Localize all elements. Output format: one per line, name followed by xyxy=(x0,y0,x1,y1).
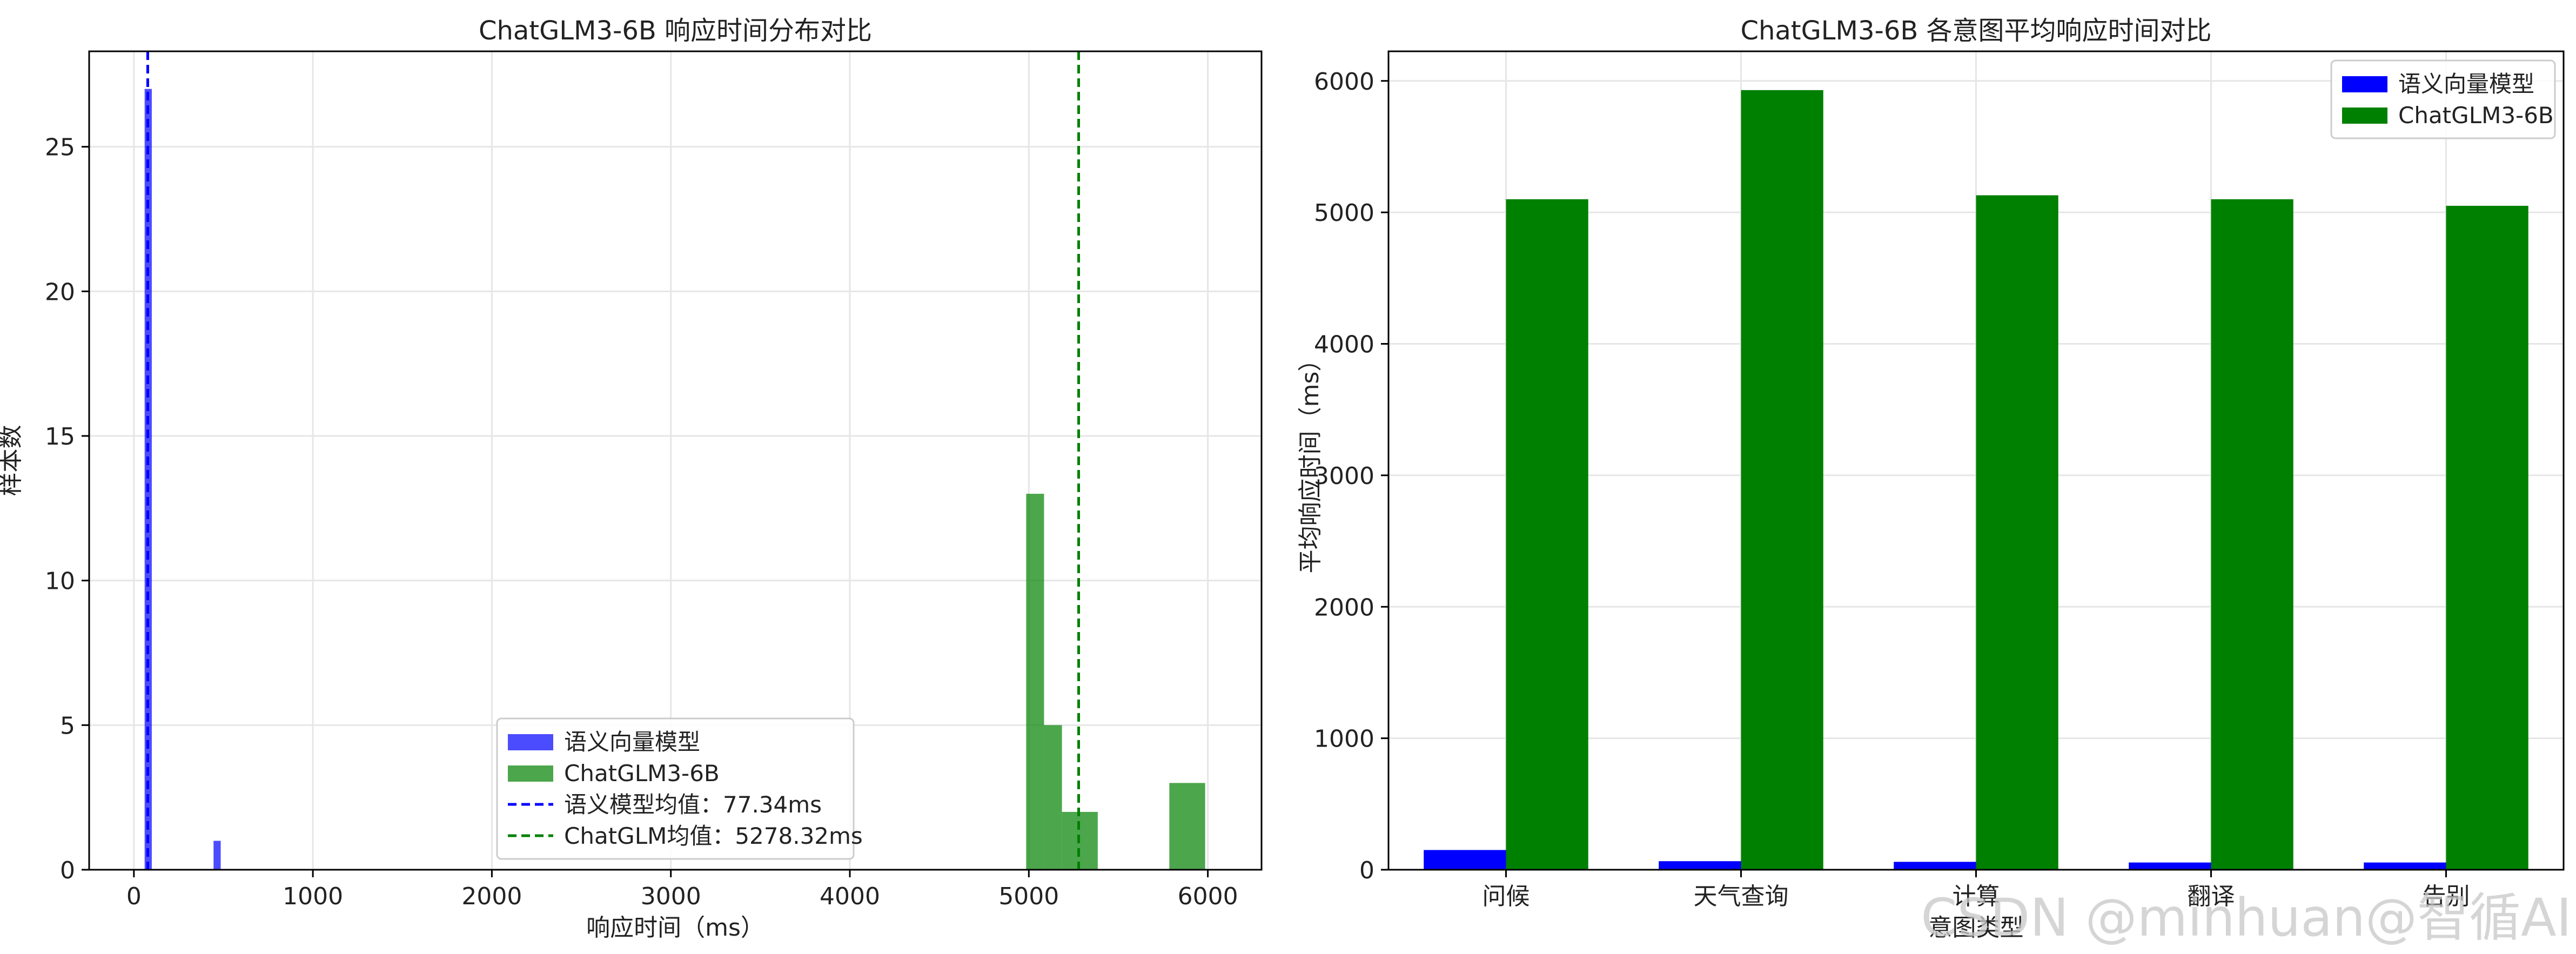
x-axis-label: 响应时间（ms） xyxy=(586,914,764,942)
plot-frame xyxy=(88,50,1263,871)
legend-swatch xyxy=(2342,76,2387,92)
y-tick-label: 20 xyxy=(45,278,75,306)
legend-label: ChatGLM3-6B xyxy=(564,760,720,787)
y-tick-label: 1000 xyxy=(1314,725,1374,753)
legend-label: 语义模型均值：77.34ms xyxy=(564,791,822,818)
bar xyxy=(1506,199,1588,870)
bar xyxy=(2364,862,2446,870)
x-tick-label: 4000 xyxy=(820,883,880,910)
chart-1: 0 5 10 15 20 25 0 1000 2000 3000 4000 5000 6000 ChatG… xyxy=(0,16,1263,942)
x-tick-label: 0 xyxy=(126,883,142,910)
legend-label: ChatGLM均值：5278.32ms xyxy=(564,823,863,849)
bar xyxy=(2446,205,2528,870)
y-tick-label: 10 xyxy=(45,568,75,595)
x-tick-label: 1000 xyxy=(283,883,343,910)
bar xyxy=(1424,850,1506,870)
legend-label: 语义向量模型 xyxy=(2398,71,2534,97)
legend-swatch xyxy=(2342,108,2387,124)
legend-swatch xyxy=(508,765,553,782)
y-axis-label: 样本数 xyxy=(0,425,25,496)
bar xyxy=(1741,90,1823,870)
legend-box xyxy=(496,717,855,860)
bar xyxy=(2129,862,2211,870)
chart-title: ChatGLM3-6B 各意图平均响应时间对比 xyxy=(1740,16,2211,46)
x-tick-label: 5000 xyxy=(998,883,1059,910)
bar xyxy=(1659,861,1741,870)
histogram-bar xyxy=(1044,725,1062,870)
bar xyxy=(2211,199,2293,870)
x-tick-label: 2000 xyxy=(461,883,522,910)
y-tick-label: 5000 xyxy=(1314,199,1374,227)
histogram-bar xyxy=(1026,494,1044,870)
x-tick-label: 3000 xyxy=(641,883,701,910)
histogram-bar xyxy=(213,841,221,870)
y-tick-label: 2000 xyxy=(1314,594,1374,621)
x-tick-label: 告别 xyxy=(2423,883,2470,910)
y-tick-label: 15 xyxy=(45,423,75,451)
x-tick-label: 计算 xyxy=(1953,883,2000,910)
chart-title: ChatGLM3-6B 响应时间分布对比 xyxy=(479,16,872,46)
x-tick-label: 翻译 xyxy=(2188,883,2235,910)
y-tick-label: 0 xyxy=(60,857,75,884)
watermark: CSDN @minhuan@智循AI xyxy=(1921,888,2572,948)
y-tick-label: 4000 xyxy=(1314,331,1374,359)
chart-2: 0 1000 2000 3000 4000 5000 6000 问候 天气查询 计算 翻译 告别 Cha… xyxy=(1297,16,2565,942)
x-tick-label: 6000 xyxy=(1178,883,1238,910)
bar xyxy=(1976,195,2058,870)
histogram-bar xyxy=(1169,783,1205,870)
y-tick-label: 25 xyxy=(45,134,75,162)
legend-label: 语义向量模型 xyxy=(564,729,700,755)
x-tick-label: 问候 xyxy=(1482,883,1530,910)
x-tick-label: 天气查询 xyxy=(1694,883,1789,910)
y-tick-label: 6000 xyxy=(1314,68,1374,96)
legend-label: ChatGLM3-6B xyxy=(2398,102,2554,129)
y-axis-label: 平均响应时间（ms） xyxy=(1297,348,1324,574)
y-tick-label: 3000 xyxy=(1314,462,1374,490)
x-axis-label: 意图类型 xyxy=(1929,914,2024,942)
y-tick-label: 5 xyxy=(60,712,75,740)
y-tick-label: 0 xyxy=(1359,857,1374,884)
legend-swatch xyxy=(508,734,553,750)
bar xyxy=(1894,862,1976,870)
